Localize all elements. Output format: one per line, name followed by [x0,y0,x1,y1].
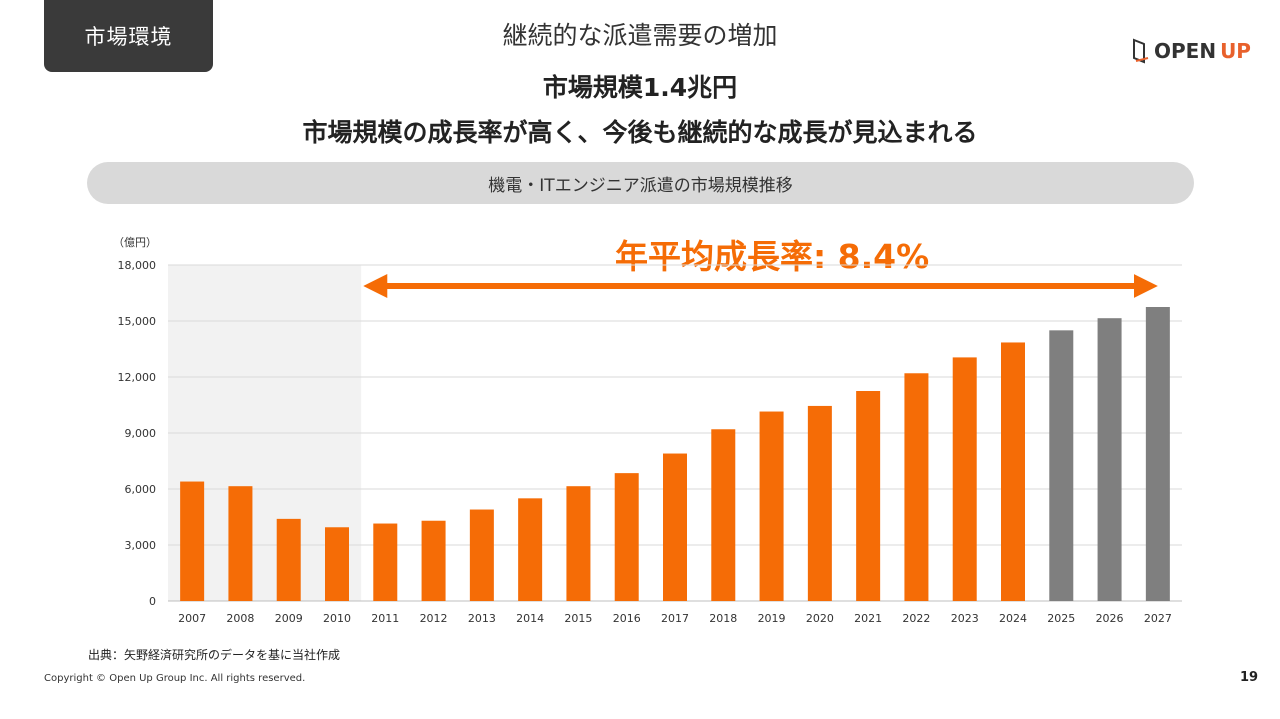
bar-2007 [180,481,205,601]
page-number: 19 [1240,670,1259,685]
bar-2012 [421,520,446,601]
x-tick-label: 2016 [613,612,641,625]
x-tick-label: 2027 [1144,612,1172,625]
copyright: Copyright © Open Up Group Inc. All right… [44,673,306,684]
source-note: 出典：矢野経済研究所のデータを基に当社作成 [88,648,341,662]
x-tick-label: 2010 [323,612,351,625]
x-tick-label: 2024 [999,612,1027,625]
x-tick-label: 2018 [709,612,737,625]
bar-2024 [1001,342,1025,601]
x-tick-label: 2013 [468,612,496,625]
bar-2022 [904,373,929,601]
bar-2011 [373,523,398,601]
cagr-annotation: 年平均成長率: 8.4% [615,237,930,276]
y-tick-label: 18,000 [118,259,157,272]
bar-2025 [1049,330,1074,601]
y-tick-label: 6,000 [125,483,157,496]
x-tick-label: 2019 [758,612,786,625]
y-axis-unit: （億円） [113,236,157,249]
chart-title-pill: 機電・ITエンジニア派遣の市場規模推移 [87,162,1194,204]
x-tick-label: 2015 [564,612,592,625]
section-tag: 市場環境 [44,0,213,72]
x-tick-label: 2009 [275,612,303,625]
x-tick-label: 2012 [420,612,448,625]
bar-2027 [1145,307,1170,601]
bar-2016 [614,473,639,601]
bar-2020 [807,405,832,601]
x-tick-label: 2021 [854,612,882,625]
bar-2015 [566,486,591,601]
section-tag-label: 市場環境 [84,25,173,49]
x-tick-label: 2025 [1047,612,1075,625]
bar-2023 [952,357,977,601]
x-tick-label: 2017 [661,612,689,625]
x-tick-label: 2023 [951,612,979,625]
bar-2018 [711,429,736,601]
bar-2026 [1097,318,1122,601]
logo-text-up: UP [1220,39,1251,63]
y-tick-label: 15,000 [118,315,157,328]
logo-text-open: OPEN [1154,39,1217,63]
headline-growth: 市場規模の成長率が高く、今後も継続的な成長が見込まれる [302,118,978,147]
x-tick-label: 2026 [1096,612,1124,625]
x-tick-label: 2020 [806,612,834,625]
bar-2017 [663,453,687,601]
bar-2013 [469,509,494,601]
headline-market-size: 市場規模1.4兆円 [542,73,738,102]
bar-2021 [856,391,881,601]
y-tick-label: 0 [149,595,156,608]
x-tick-label: 2011 [371,612,399,625]
market-size-bar-chart: 2007 2008 2009 2010 2011 2012 2013 2014 2015 2016… [118,259,1182,625]
y-tick-label: 3,000 [125,539,157,552]
section-title: 継続的な派遣需要の増加 [502,21,778,50]
logo-mark-icon [1133,38,1149,64]
bar-2014 [518,498,543,601]
bar-2010 [325,527,349,601]
bar-2019 [759,411,784,601]
x-tick-label: 2008 [226,612,254,625]
y-tick-label: 9,000 [125,427,157,440]
x-tick-label: 2022 [902,612,930,625]
company-logo: OPEN UP [1132,38,1251,64]
y-tick-label: 12,000 [118,371,157,384]
x-tick-label: 2014 [516,612,544,625]
bar-2008 [228,486,253,601]
x-tick-label: 2007 [178,612,206,625]
chart-title: 機電・ITエンジニア派遣の市場規模推移 [488,175,793,196]
bar-2009 [276,518,301,601]
